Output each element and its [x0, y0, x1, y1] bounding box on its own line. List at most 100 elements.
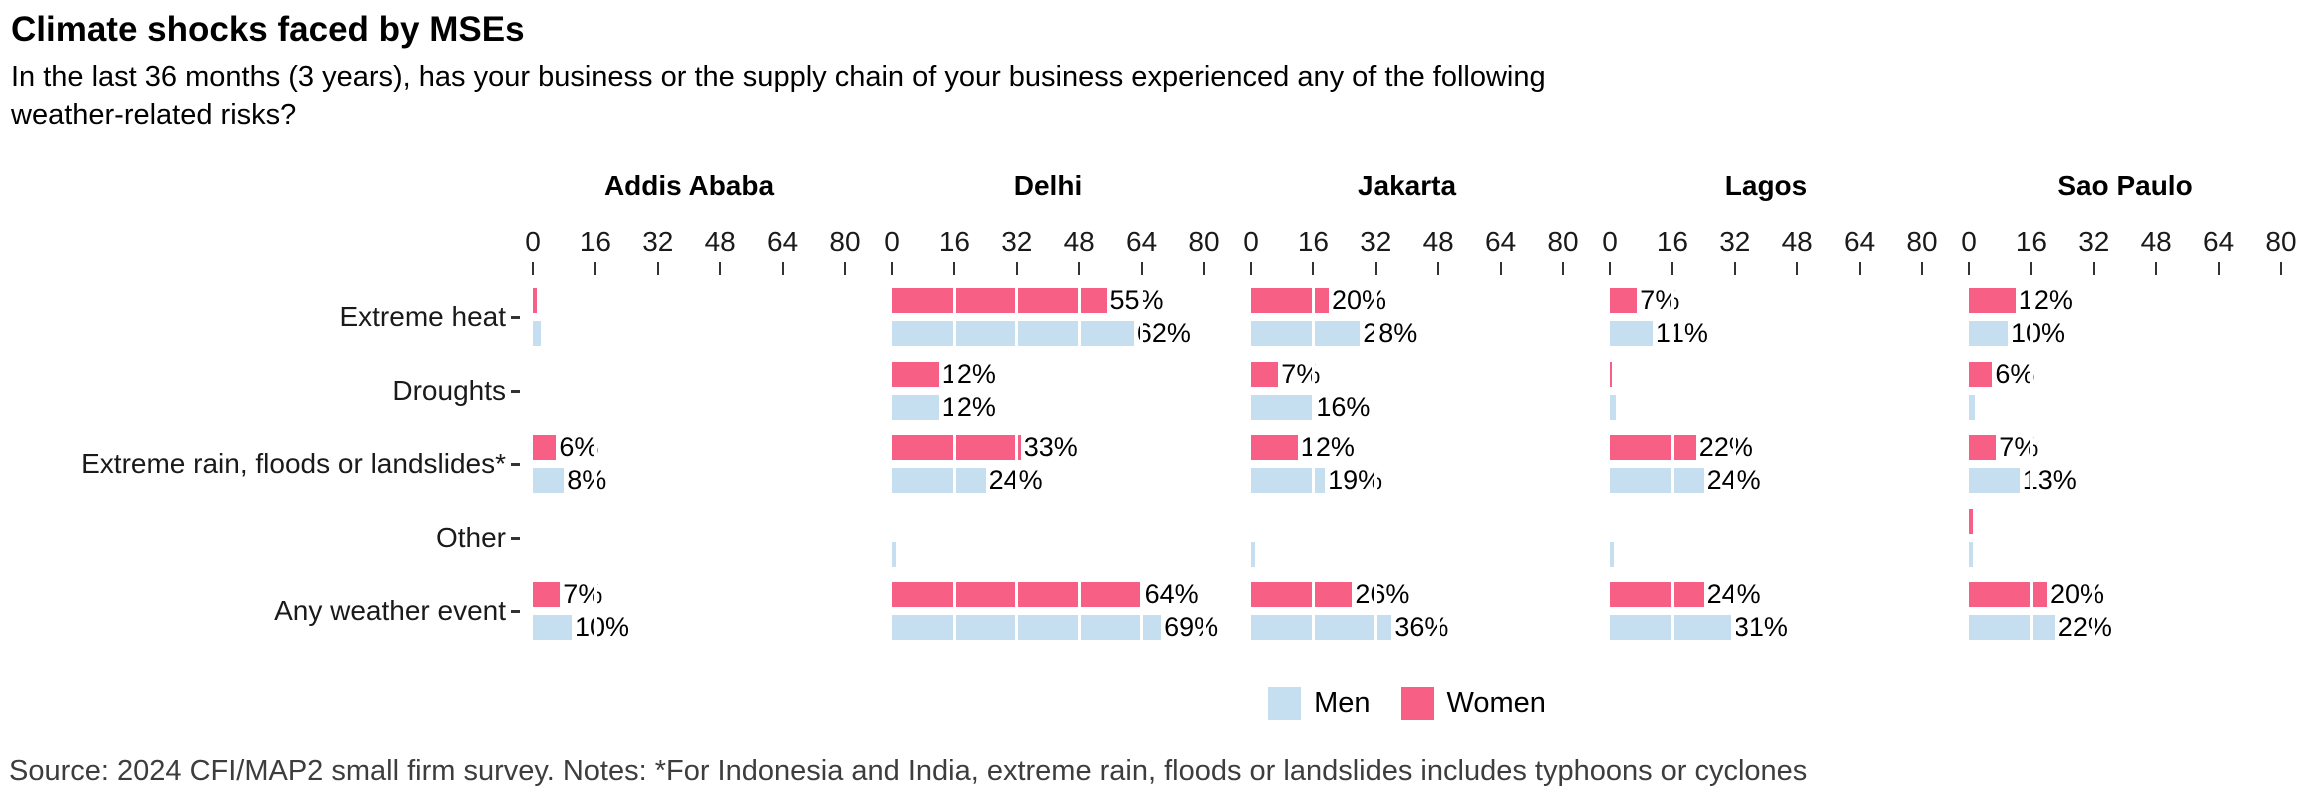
x-axis-tick-mark	[2280, 262, 2282, 275]
x-axis-tick-label: 32	[2078, 226, 2110, 257]
panel-gridline	[2092, 283, 2096, 645]
x-axis-tick-label: 16	[1297, 226, 1329, 257]
panel-gridline	[2029, 283, 2033, 645]
bar-value-label-men: 69%	[1164, 612, 1219, 642]
panel-gridline	[2279, 283, 2283, 645]
bar-value-label-men: 8%	[567, 465, 607, 495]
category-axis-tick	[511, 536, 520, 540]
panel-gridline	[718, 283, 722, 645]
panel-gridline	[1561, 283, 1565, 645]
panel-gridline	[1733, 283, 1737, 645]
x-axis-tick-mark	[1671, 262, 1674, 275]
panel-gridline	[1670, 283, 1674, 645]
legend-item-men: Men	[1268, 687, 1371, 720]
x-axis-tick-mark	[719, 262, 722, 275]
x-axis-tick-mark	[953, 262, 956, 275]
x-axis-tick-label: 48	[704, 226, 736, 257]
x-axis-tick-label: 80	[2265, 226, 2297, 257]
men-color-swatch	[1268, 687, 1302, 720]
bar-men-extreme-heat	[1251, 321, 1361, 346]
women-color-swatch	[1400, 687, 1434, 720]
x-axis-tick-label: 0	[525, 226, 541, 257]
x-axis-tick-mark	[2217, 262, 2220, 275]
x-axis-tick-label: 48	[1063, 226, 1095, 257]
panel-gridline	[1015, 283, 1019, 645]
category-label-extreme-heat: Extreme heat	[339, 301, 506, 332]
category-label-extreme-rain-floods-or-landslides-: Extreme rain, floods or landslides*	[81, 448, 506, 479]
x-axis-tick-label: 16	[579, 226, 611, 257]
x-axis-tick-mark	[1499, 262, 1502, 275]
bar-women-extreme-heat	[1969, 288, 2016, 313]
category-axis-tick	[511, 389, 520, 393]
bar-men-droughts	[892, 394, 939, 420]
x-axis-tick-label: 32	[1719, 226, 1751, 257]
bar-value-label-women: 12%	[941, 358, 996, 389]
x-axis-tick-label: 16	[938, 226, 970, 257]
legend: Men Women	[533, 687, 2281, 720]
bar-women-droughts	[1610, 361, 1612, 387]
x-axis-tick-label: 0	[884, 226, 900, 257]
panel-gridline	[1140, 283, 1144, 645]
bar-men-extreme-heat	[1969, 321, 2008, 346]
bar-men-extreme-heat	[1610, 321, 1653, 346]
bar-value-label-women: 12%	[1300, 432, 1355, 462]
bar-value-label-men: 11%	[1655, 318, 1708, 348]
x-axis-tick-label: 32	[1360, 226, 1392, 257]
chart-title: Climate shocks faced by MSEs	[11, 10, 525, 49]
bar-women-extreme-rain-floods-or-landslides-	[1969, 435, 1997, 460]
category-label-other: Other	[435, 521, 506, 553]
panel-gridline	[1311, 283, 1315, 645]
x-axis-tick-mark	[1437, 262, 1440, 275]
panel-gridline	[1202, 283, 1206, 645]
x-axis-tick-mark	[1015, 262, 1018, 275]
x-axis-tick-label: 0	[1602, 226, 1618, 257]
x-axis-tick-mark	[1733, 262, 1736, 275]
x-axis-tick-mark	[844, 262, 846, 275]
panel-gridline	[1795, 283, 1799, 645]
x-axis-tick-mark	[1968, 262, 1970, 275]
x-axis-tick-label: 80	[1547, 226, 1579, 257]
bar-men-other	[1251, 541, 1255, 567]
x-axis-tick-label: 80	[1906, 226, 1938, 257]
bar-men-extreme-rain-floods-or-landslides-	[533, 468, 565, 493]
bar-value-label-women: 64%	[1144, 579, 1199, 609]
panel-title-sao-paulo: Sao Paulo	[2057, 170, 2193, 201]
x-axis-tick-label: 16	[1656, 226, 1688, 257]
source-note: Source: 2024 CFI/MAP2 small firm survey.…	[9, 755, 1808, 787]
x-axis-tick-label: 80	[1188, 226, 1220, 257]
panel-title-delhi: Delhi	[1013, 170, 1083, 201]
bar-women-extreme-rain-floods-or-landslides-	[892, 435, 1021, 460]
panel-gridline	[1374, 283, 1378, 645]
x-axis-tick-label: 64	[2203, 226, 2235, 257]
bar-value-label-men: 10%	[575, 612, 630, 642]
x-axis-tick-mark	[1858, 262, 1861, 275]
panel-gridline	[1077, 283, 1081, 645]
x-axis-tick-label: 48	[1781, 226, 1813, 257]
panel-gridline	[1436, 283, 1440, 645]
bar-value-label-women: 6%	[559, 432, 599, 462]
bar-men-any-weather-event	[892, 615, 1162, 640]
bar-value-label-women: 12%	[2018, 285, 2073, 315]
panel-title-addis-ababa: Addis Ababa	[603, 170, 775, 201]
x-axis-tick-mark	[1562, 262, 1564, 275]
bar-men-other	[1969, 541, 1973, 567]
x-axis-tick-mark	[781, 262, 784, 275]
panel-gridline	[1920, 283, 1924, 645]
bar-women-droughts	[1251, 361, 1279, 387]
bar-women-other	[1969, 508, 1973, 534]
x-axis-tick-label: 0	[1243, 226, 1259, 257]
x-axis-tick-mark	[2092, 262, 2095, 275]
panel-gridline	[2217, 283, 2221, 645]
panel-gridline	[656, 283, 660, 645]
x-axis-tick-mark	[594, 262, 597, 275]
x-axis-tick-label: 80	[829, 226, 861, 257]
bar-women-any-weather-event	[1969, 582, 2047, 607]
bar-women-any-weather-event	[1251, 582, 1353, 607]
bar-women-extreme-rain-floods-or-landslides-	[533, 435, 557, 460]
panel-gridline	[2154, 283, 2158, 645]
bar-men-extreme-rain-floods-or-landslides-	[892, 468, 986, 493]
x-axis-tick-label: 64	[1126, 226, 1158, 257]
x-axis-tick-mark	[1140, 262, 1143, 275]
bar-value-label-women: 6%	[1995, 358, 2035, 389]
x-axis-tick-label: 64	[1844, 226, 1876, 257]
